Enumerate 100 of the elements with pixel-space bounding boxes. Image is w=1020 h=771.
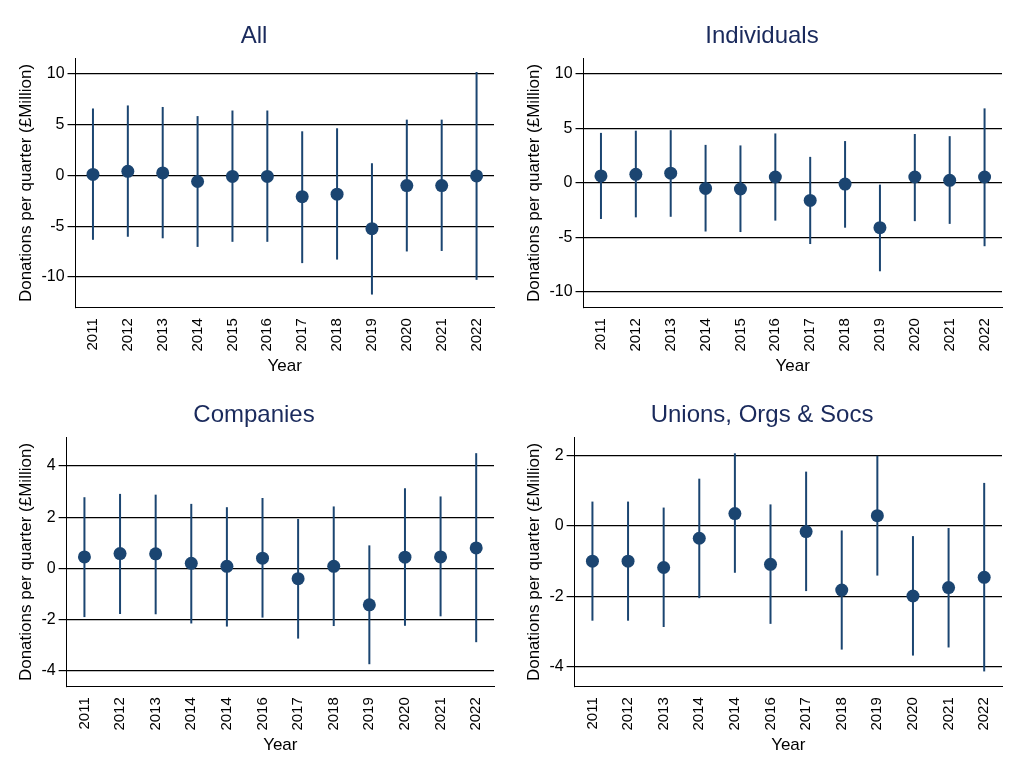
y-tick-label: 10 (554, 64, 573, 82)
y-tick-label: -5 (50, 216, 65, 234)
point (733, 182, 747, 196)
point (873, 221, 887, 235)
point (77, 550, 91, 564)
x-tick-label: 2015 (222, 318, 240, 352)
point (699, 181, 713, 195)
y-tick-label: 5 (55, 115, 65, 133)
x-tick-label: 2018 (327, 318, 345, 352)
point (942, 581, 956, 595)
x-tick-label: 2016 (257, 318, 275, 352)
x-tick-label: 2022 (974, 697, 992, 731)
y-tick-label: -10 (549, 282, 573, 300)
point (149, 547, 163, 561)
point (908, 170, 922, 184)
x-tick-label: 2014 (725, 697, 743, 731)
x-tick-label: 2017 (288, 697, 306, 731)
point (977, 570, 991, 584)
y-tick-label: 5 (563, 118, 573, 136)
x-tick-label: 2012 (117, 318, 135, 352)
chart-title: Companies (193, 400, 315, 428)
point (400, 179, 414, 193)
point (692, 531, 706, 545)
x-tick-label: 2014 (187, 318, 205, 352)
point (184, 556, 198, 570)
x-tick-label: 2018 (831, 697, 849, 731)
point (434, 550, 448, 564)
point (835, 583, 849, 597)
x-axis-title: Year (771, 735, 806, 755)
point (365, 222, 379, 236)
chart-title: Individuals (705, 21, 819, 49)
x-tick-label: 2020 (395, 697, 413, 731)
point (768, 170, 782, 184)
point (435, 179, 449, 193)
x-tick-label: 2017 (796, 697, 814, 731)
x-tick-label: 2014 (181, 697, 199, 731)
y-tick-label: -4 (549, 657, 564, 675)
x-tick-label: 2011 (83, 318, 101, 351)
point (291, 572, 305, 586)
x-tick-label: 2022 (466, 697, 484, 731)
point (121, 164, 135, 178)
point (664, 166, 678, 180)
point (327, 559, 341, 573)
x-tick-label: 2021 (938, 697, 956, 731)
point (728, 507, 742, 521)
x-axis-title: Year (775, 356, 811, 376)
y-tick-label: 2 (46, 507, 56, 525)
x-tick-label: 2013 (653, 697, 671, 731)
point (870, 509, 884, 523)
x-tick-label: 2013 (660, 318, 678, 352)
x-tick-label: 2014 (689, 697, 707, 731)
point (629, 167, 643, 181)
y-tick-label: 0 (46, 558, 56, 576)
point (469, 541, 483, 555)
x-tick-label: 2021 (431, 318, 449, 352)
point (362, 598, 376, 612)
x-tick-label: 2019 (359, 697, 377, 731)
x-tick-label: 2014 (695, 318, 713, 352)
point (256, 551, 270, 565)
x-tick-label: 2018 (323, 697, 341, 731)
x-tick-label: 2011 (582, 697, 600, 730)
point (225, 169, 239, 183)
point (594, 169, 608, 183)
chart-title: All (240, 21, 268, 49)
x-tick-label: 2019 (870, 318, 888, 352)
point (470, 169, 484, 183)
point (803, 193, 817, 207)
point (943, 173, 957, 187)
y-tick-label: 0 (55, 165, 65, 183)
x-tick-label: 2016 (252, 697, 270, 731)
x-tick-label: 2017 (292, 318, 310, 352)
y-tick-label: -2 (41, 610, 56, 628)
y-tick-label: 0 (563, 173, 573, 191)
point (838, 177, 852, 191)
x-tick-label: 2011 (74, 697, 92, 730)
y-tick-label: -5 (558, 227, 573, 245)
y-tick-label: 2 (554, 445, 564, 463)
x-tick-label: 2015 (730, 318, 748, 352)
x-axis-title: Year (267, 356, 303, 376)
y-tick-label: 10 (46, 64, 65, 82)
x-tick-label: 2019 (362, 318, 380, 352)
x-tick-label: 2020 (904, 318, 922, 352)
x-tick-label: 2011 (591, 318, 609, 351)
point (330, 187, 344, 201)
point (191, 174, 205, 188)
y-tick-label: -10 (41, 267, 65, 285)
x-tick-label: 2012 (625, 318, 643, 352)
x-axis-title: Year (263, 735, 298, 755)
point (113, 547, 127, 561)
x-tick-label: 2012 (618, 697, 636, 731)
x-tick-label: 2022 (974, 318, 992, 352)
y-tick-label: 0 (554, 516, 564, 534)
chart-title: Unions, Orgs & Socs (650, 400, 874, 428)
x-tick-label: 2020 (396, 318, 414, 352)
x-tick-label: 2021 (430, 697, 448, 731)
point (906, 589, 920, 603)
point (156, 166, 170, 180)
x-tick-label: 2017 (800, 318, 818, 352)
y-tick-label: -2 (549, 586, 564, 604)
x-tick-label: 2020 (903, 697, 921, 731)
